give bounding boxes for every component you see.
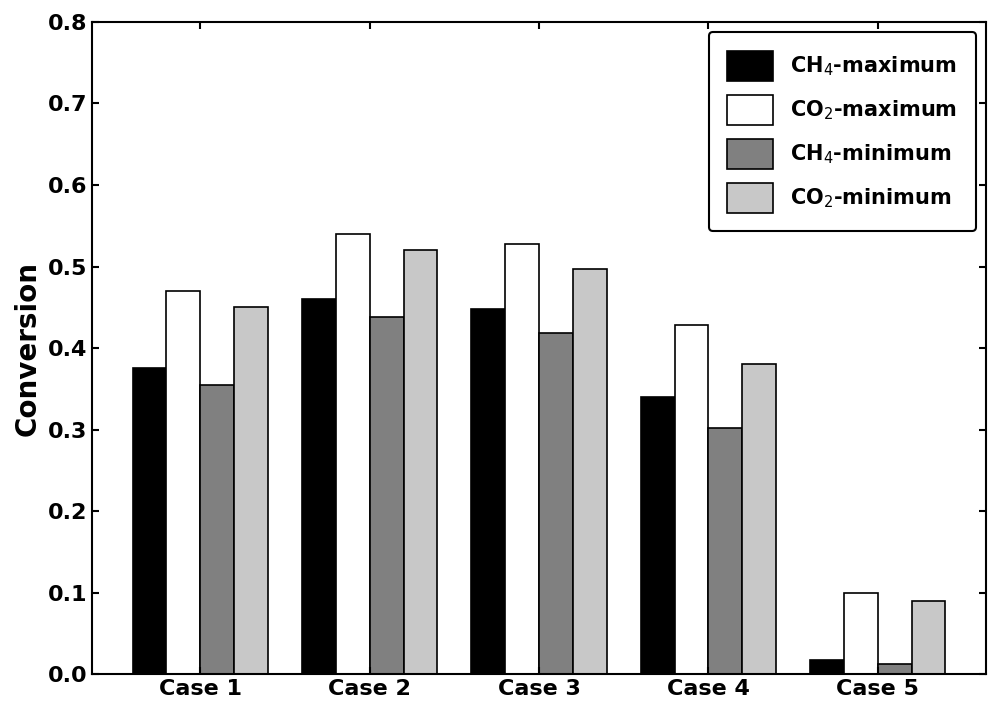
- Bar: [810, 660, 844, 674]
- Bar: [370, 317, 404, 674]
- Bar: [471, 309, 505, 674]
- Bar: [844, 593, 878, 674]
- Bar: [200, 385, 234, 674]
- Bar: [505, 244, 539, 674]
- Bar: [539, 334, 573, 674]
- Legend: CH$_4$-maximum, CO$_2$-maximum, CH$_4$-minimum, CO$_2$-minimum: CH$_4$-maximum, CO$_2$-maximum, CH$_4$-m…: [709, 32, 976, 232]
- Bar: [675, 325, 708, 674]
- Bar: [878, 664, 912, 674]
- Bar: [302, 299, 336, 674]
- Bar: [912, 601, 945, 674]
- Bar: [166, 291, 200, 674]
- Y-axis label: Conversion: Conversion: [14, 260, 42, 436]
- Bar: [708, 428, 742, 674]
- Bar: [336, 234, 370, 674]
- Bar: [573, 269, 607, 674]
- Bar: [742, 364, 776, 674]
- Bar: [133, 369, 166, 674]
- Bar: [641, 397, 675, 674]
- Bar: [234, 307, 268, 674]
- Bar: [404, 250, 437, 674]
